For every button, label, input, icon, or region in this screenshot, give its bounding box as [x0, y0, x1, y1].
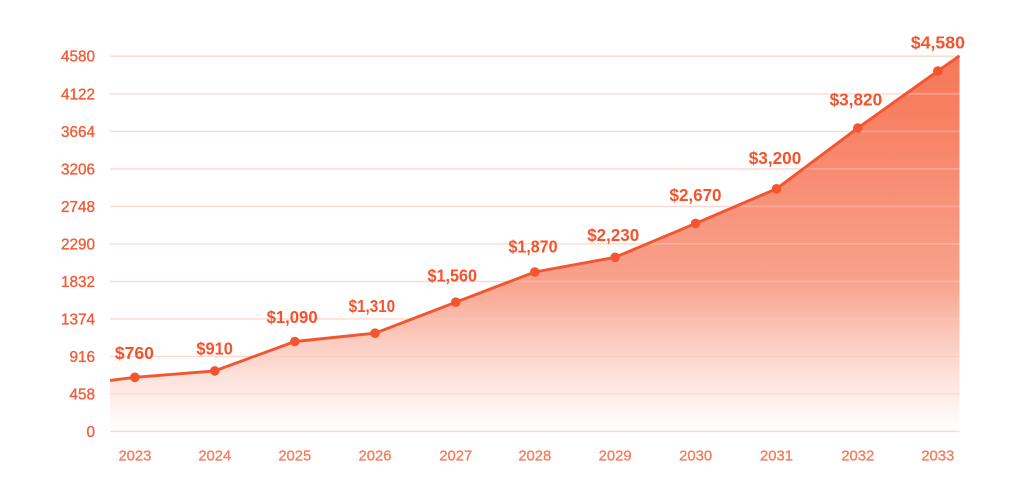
svg-text:$1,090: $1,090 [267, 307, 318, 327]
svg-text:916: 916 [69, 349, 95, 366]
svg-text:$2,230: $2,230 [587, 225, 639, 245]
svg-text:2290: 2290 [61, 236, 95, 253]
svg-text:2027: 2027 [439, 449, 472, 465]
svg-text:2028: 2028 [518, 449, 551, 465]
svg-text:3664: 3664 [61, 124, 96, 141]
svg-text:3206: 3206 [61, 161, 95, 178]
svg-text:1374: 1374 [61, 311, 96, 328]
svg-text:$3,820: $3,820 [830, 89, 883, 109]
svg-text:$2,670: $2,670 [670, 185, 722, 205]
svg-text:4122: 4122 [61, 86, 95, 103]
svg-text:2024: 2024 [198, 449, 231, 465]
svg-text:$760: $760 [115, 343, 154, 363]
svg-text:$3,200: $3,200 [749, 148, 802, 168]
svg-text:$4,580: $4,580 [911, 33, 965, 53]
svg-text:$1,870: $1,870 [509, 237, 558, 257]
svg-text:458: 458 [69, 386, 95, 403]
svg-text:2029: 2029 [599, 449, 632, 465]
svg-text:2026: 2026 [359, 449, 392, 465]
svg-text:2748: 2748 [61, 199, 95, 216]
svg-text:$1,560: $1,560 [428, 266, 478, 286]
svg-text:$910: $910 [196, 338, 233, 358]
svg-text:2030: 2030 [679, 449, 712, 465]
svg-text:$1,310: $1,310 [349, 296, 396, 316]
svg-text:2032: 2032 [841, 449, 874, 465]
svg-text:2031: 2031 [760, 449, 793, 465]
svg-text:2023: 2023 [118, 449, 151, 465]
svg-text:2033: 2033 [921, 449, 954, 465]
svg-text:0: 0 [86, 424, 95, 441]
svg-text:2025: 2025 [278, 449, 311, 465]
svg-text:4580: 4580 [61, 49, 95, 66]
svg-text:1832: 1832 [61, 274, 95, 291]
